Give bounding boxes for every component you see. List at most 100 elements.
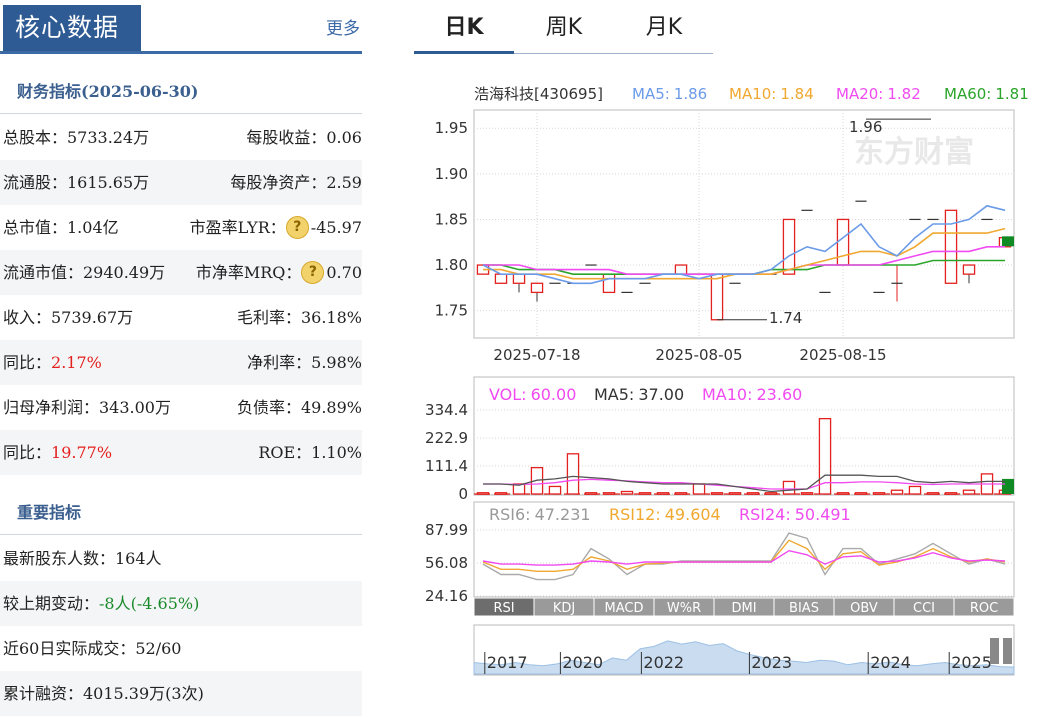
float-market-cap: 流通市值：2940.49万 (3, 263, 166, 282)
pe-lyr-label: 市盈率LYR： (189, 218, 286, 237)
volume-bar (944, 492, 958, 495)
volume-bar (872, 492, 886, 495)
kline-chart-area: 浩海科技[430695] MA5: 1.86 MA10: 1.84 MA20: 1.8… (414, 72, 1039, 717)
watermark: 东方财富 (854, 135, 974, 170)
ma20-legend: MA20: 1.82 (836, 85, 921, 103)
indicator-tab-label: CCI (913, 601, 935, 616)
vol-tick-label: 111.4 (425, 457, 468, 475)
finance-row: 流通市值：2940.49万 市净率MRQ： ? 0.70 (0, 250, 362, 295)
shareholder-change-label: 较上期变动： (3, 594, 100, 613)
overview-area (473, 640, 1015, 675)
indicator-tab-roc[interactable]: ROC (953, 597, 1015, 617)
key-section-title: 重要指标 (0, 490, 362, 535)
overview-year-label: 2025 (951, 653, 992, 672)
volume-bar (818, 417, 832, 495)
question-icon[interactable]: ? (285, 216, 309, 239)
indicator-tab-bias[interactable]: BIAS (773, 597, 835, 617)
date-tick-label: 2025-08-15 (799, 346, 886, 364)
pe-lyr: 市盈率LYR： ? -45.97 (190, 205, 362, 250)
indicator-tab-kdj[interactable]: KDJ (533, 597, 595, 617)
candle (962, 264, 976, 275)
rsi6-line (482, 532, 1006, 581)
indicator-tab-label: W%R (667, 601, 701, 616)
vol-ma5-line (483, 474, 1005, 493)
trading-days: 近60日实际成交：52/60 (3, 639, 182, 658)
max-price-label: 1.96 (849, 118, 882, 136)
net-margin: 净利率：5.98% (247, 353, 362, 372)
total-financing: 累计融资：4015.39万(3次) (3, 684, 204, 703)
stock-name-label: 浩海科技[430695] (474, 85, 603, 103)
shareholder-change: 较上期变动：-8人(-4.65%) (3, 581, 199, 626)
finance-row: 总市值：1.04亿 市盈率LYR： ? -45.97 (0, 205, 362, 250)
tab-weekly[interactable]: 周K (545, 15, 583, 40)
ma60-legend: MA60: 1.81 (944, 85, 1029, 103)
key-row: 累计融资：4015.39万(3次) (0, 671, 362, 716)
candle (602, 273, 616, 294)
volume-bar (566, 453, 580, 495)
pe-lyr-value: -45.97 (310, 218, 362, 237)
overview-year-label: 2024 (870, 653, 911, 672)
overview-year-label: 2020 (562, 653, 603, 672)
indicator-tab-cci[interactable]: CCI (893, 597, 955, 617)
vol-legend: VOL: 60.00 (489, 385, 576, 404)
price-tick-label: 1.90 (435, 165, 468, 183)
volume-bar (782, 480, 796, 495)
tab-daily[interactable]: 日K (414, 8, 514, 54)
indicator-tab-obv[interactable]: OBV (833, 597, 895, 617)
kline-chart[interactable]: 浩海科技[430695] MA5: 1.86 MA10: 1.84 MA20: 1.8… (414, 72, 1039, 717)
panel-header: 核心数据 更多 (0, 0, 362, 54)
revenue: 收入：5739.67万 (3, 308, 134, 327)
shareholder-change-value: -8人(-4.65%) (99, 594, 200, 613)
candle (944, 209, 958, 284)
finance-row: 同比：2.17% 净利率：5.98% (0, 340, 362, 385)
price-panel-frame (473, 109, 1015, 339)
profit-yoy-value: 19.77% (51, 443, 113, 462)
profit-yoy: 同比：19.77% (3, 430, 112, 475)
profit-yoy-label: 同比： (3, 443, 52, 462)
indicator-tab-macd[interactable]: MACD (593, 597, 655, 617)
overview-year-label: 2023 (751, 653, 792, 672)
rsi24-legend: RSI24: 50.491 (739, 505, 851, 524)
ma5-line (482, 204, 1006, 285)
indicator-tab-wpctr[interactable]: W%R (653, 597, 715, 617)
core-data-panel: 核心数据 更多 财务指标(2025-06-30) 总股本：5733.24万 每股… (0, 0, 362, 717)
volume-bar (854, 492, 868, 495)
volume-bar (602, 492, 616, 495)
finance-section-title: 财务指标(2025-06-30) (0, 69, 362, 114)
current-price-marker (1002, 236, 1014, 247)
volume-bar (800, 492, 814, 495)
indicator-tab-label: RSI (493, 601, 514, 616)
indicator-tab-dmi[interactable]: DMI (713, 597, 775, 617)
more-link[interactable]: 更多 (326, 19, 360, 39)
volume-bar (764, 492, 778, 495)
revenue-yoy: 同比：2.17% (3, 340, 102, 385)
tab-monthly[interactable]: 月K (645, 15, 683, 40)
rsi6-legend: RSI6: 47.231 (489, 505, 591, 524)
volume-bar (584, 492, 598, 495)
rsi-tick-label: 56.08 (425, 554, 468, 572)
indicator-tab-label: BIAS (789, 601, 819, 616)
bvps: 每股净资产：2.59 (230, 173, 362, 192)
rsi-panel-frame (473, 501, 1015, 598)
volume-bar (728, 492, 742, 495)
overview-year-label: 2017 (487, 653, 528, 672)
indicator-tab-rsi[interactable]: RSI (473, 597, 535, 617)
indicator-tab-label: KDJ (553, 601, 575, 616)
rsi24-line (482, 549, 1006, 566)
overview-drag-handle[interactable] (990, 638, 1012, 664)
question-icon[interactable]: ? (301, 261, 325, 284)
rsi-tick-label: 24.16 (425, 587, 468, 605)
total-shares: 总股本：5733.24万 (3, 128, 150, 147)
panel-title: 核心数据 (3, 5, 141, 51)
volume-bar (548, 485, 562, 495)
indicator-tab-label: ROC (970, 601, 998, 616)
volume-bar (638, 492, 652, 495)
float-shares: 流通股：1615.65万 (3, 173, 150, 192)
volume-bar (656, 492, 670, 495)
vol-ma10-legend: MA10: 23.60 (702, 385, 802, 404)
vol-tick-label: 0 (458, 485, 468, 503)
shareholder-count: 最新股东人数：164人 (3, 549, 162, 568)
candle (782, 218, 796, 275)
volume-bar (494, 492, 508, 495)
volume-panel-frame (473, 376, 1015, 496)
